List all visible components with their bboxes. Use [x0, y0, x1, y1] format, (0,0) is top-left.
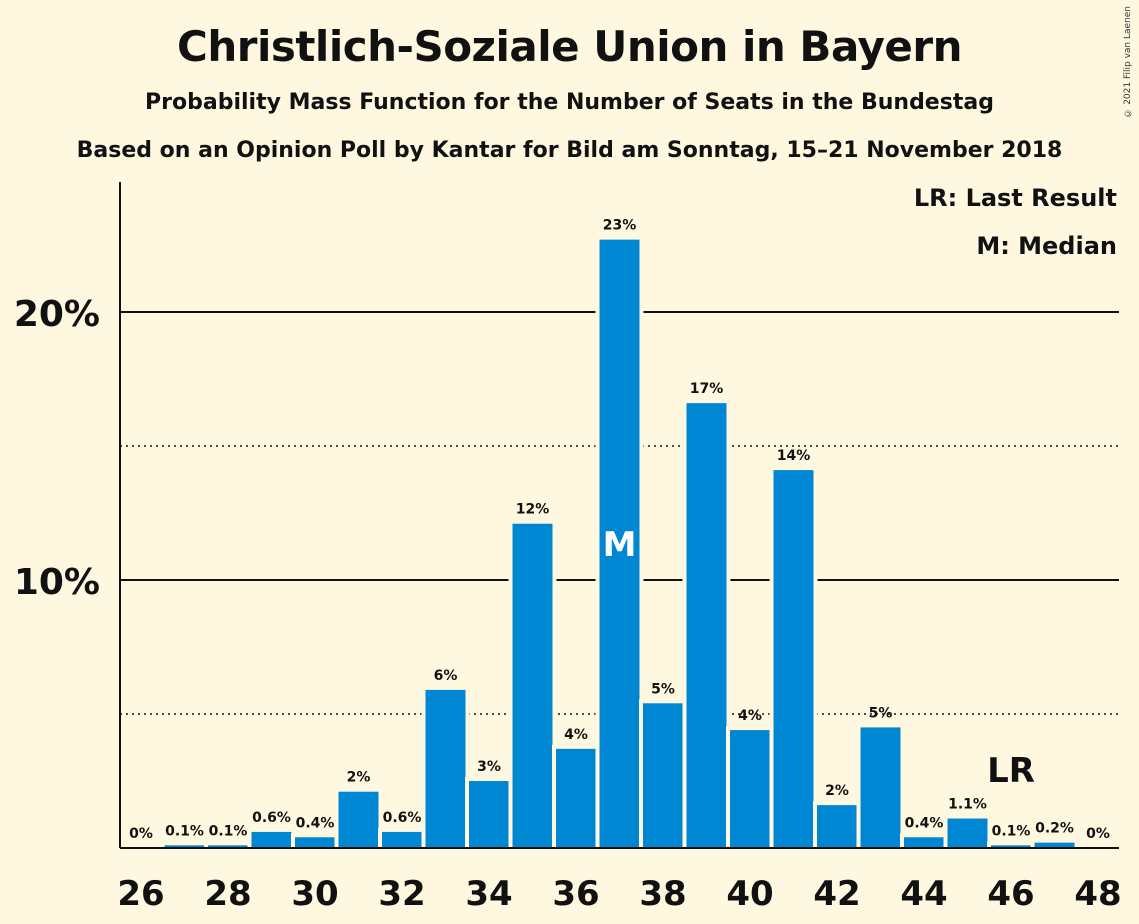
bar — [251, 831, 292, 848]
data-label: 5% — [869, 705, 893, 721]
x-tick-label: 28 — [204, 874, 251, 914]
x-tick-label: 42 — [813, 874, 860, 914]
data-label: 4% — [738, 708, 762, 724]
bar — [686, 403, 727, 848]
x-tick-label: 34 — [465, 874, 512, 914]
bar — [295, 837, 335, 848]
bar — [512, 523, 553, 848]
chart-title: Christlich-Soziale Union in Bayern — [177, 22, 962, 71]
data-label: 0.6% — [252, 810, 291, 826]
x-tick-label: 44 — [900, 874, 947, 914]
bar — [947, 818, 988, 848]
legend-last-result: LR: Last Result — [913, 184, 1117, 212]
legend-median: M: Median — [976, 232, 1117, 260]
data-label: 6% — [434, 668, 458, 684]
bar — [556, 748, 596, 848]
x-tick-label: 46 — [987, 874, 1034, 914]
bar — [164, 845, 205, 848]
bar — [991, 845, 1031, 848]
bar — [643, 703, 683, 848]
bar-halo — [204, 841, 252, 848]
bar — [599, 239, 640, 848]
data-label: 0.6% — [383, 810, 422, 826]
data-label: 0.4% — [905, 815, 944, 831]
x-tick-label: 36 — [552, 874, 599, 914]
bar — [817, 805, 857, 848]
bar — [382, 831, 422, 848]
data-label: 0% — [1086, 826, 1110, 842]
data-label: 4% — [564, 727, 588, 743]
bar — [469, 781, 509, 848]
last-result-marker: LR — [987, 751, 1035, 791]
data-label: 0.1% — [992, 823, 1031, 839]
y-tick-label: 10% — [14, 562, 100, 603]
bar-halo — [160, 841, 209, 848]
data-label: 0.4% — [296, 815, 335, 831]
bar — [730, 730, 770, 848]
x-tick-label: 30 — [291, 874, 338, 914]
chart-source-line: Based on an Opinion Poll by Kantar for B… — [76, 138, 1063, 163]
bar — [860, 727, 901, 848]
x-tick-label: 40 — [726, 874, 773, 914]
x-tick-label: 38 — [639, 874, 686, 914]
data-label: 17% — [690, 381, 724, 397]
bar — [904, 837, 944, 848]
data-label: 1.1% — [948, 797, 987, 813]
data-label: 0.1% — [209, 823, 248, 839]
data-label: 5% — [651, 681, 675, 697]
x-tick-label: 32 — [378, 874, 425, 914]
data-label: 12% — [516, 502, 550, 518]
chart-subtitle: Probability Mass Function for the Number… — [145, 90, 994, 115]
data-label: 23% — [603, 218, 637, 234]
x-tick-label: 26 — [117, 874, 164, 914]
bar-halo — [987, 841, 1035, 848]
x-tick-label: 48 — [1074, 874, 1121, 914]
data-label: 3% — [477, 759, 501, 775]
median-marker: M — [603, 525, 637, 565]
bar — [208, 845, 248, 848]
data-label: 2% — [347, 770, 371, 786]
bar — [773, 470, 814, 848]
data-label: 14% — [777, 448, 811, 464]
y-tick-label: 20% — [14, 294, 100, 335]
bar — [1034, 842, 1075, 848]
bar — [338, 791, 379, 848]
bar — [425, 689, 466, 848]
data-label: 2% — [825, 783, 849, 799]
data-label: 0.1% — [165, 823, 204, 839]
data-label: 0.2% — [1035, 821, 1074, 837]
data-label: 0% — [129, 826, 153, 842]
